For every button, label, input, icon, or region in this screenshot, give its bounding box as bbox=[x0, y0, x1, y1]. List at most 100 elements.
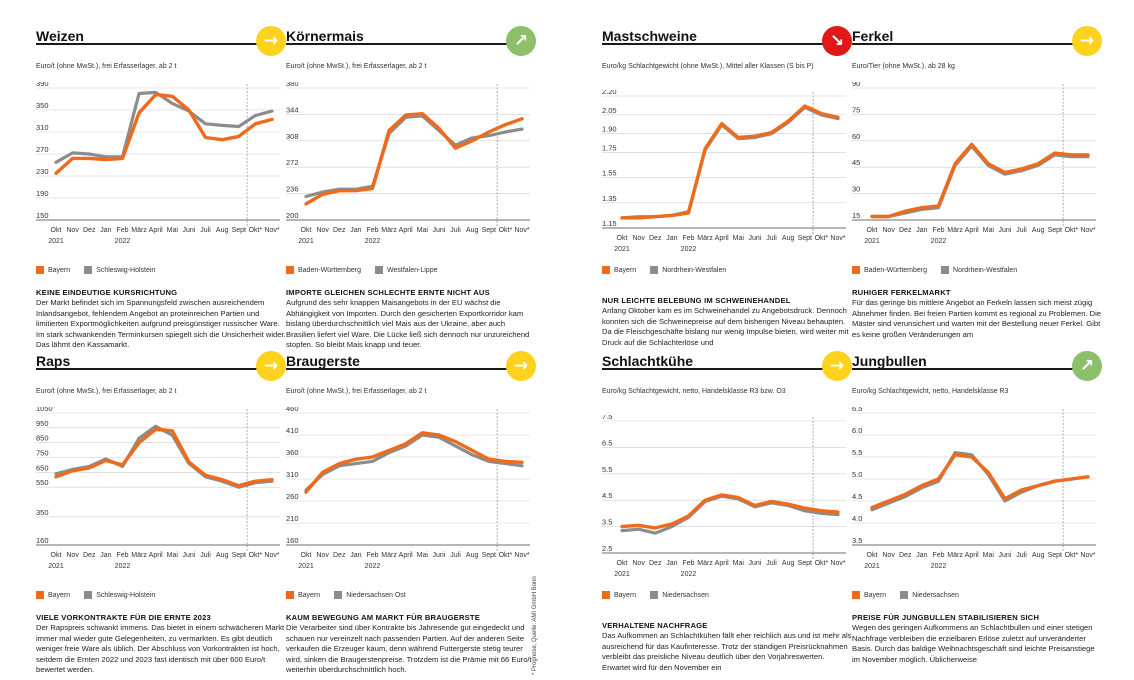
legend-label: Bayern bbox=[614, 266, 637, 274]
chart: 1.15 1.35 1.55 1.75 1.90 2.05 2.20 Okt Nov Dez Jan… bbox=[602, 90, 852, 264]
section-text: Der Rapspreis schwankt immens. Das biete… bbox=[36, 623, 285, 675]
x-tick-label: Jan bbox=[100, 227, 111, 234]
panel-mastschweine: Mastschweine ↘ Euro/kg Schlachtgewicht (oh… bbox=[602, 26, 852, 360]
x-tick-label: Nov bbox=[882, 227, 895, 234]
y-tick-label: 310 bbox=[286, 470, 299, 479]
x-tick-label: Sept bbox=[232, 552, 246, 559]
panel-header: Schlachtkühe → bbox=[602, 351, 852, 385]
x-tick-label: Aug bbox=[1032, 227, 1045, 234]
year-label: 2021 bbox=[48, 563, 64, 570]
legend-swatch bbox=[36, 266, 44, 274]
series-line-schleswig-holstein bbox=[54, 424, 274, 489]
series-line-bayern bbox=[870, 453, 1090, 510]
y-tick-label: 2.5 bbox=[602, 544, 612, 553]
legend-label: Bayern bbox=[614, 591, 637, 599]
x-tick-label: Aug bbox=[782, 560, 795, 567]
x-tick-label: April bbox=[715, 235, 729, 242]
x-tick-label: Juni bbox=[749, 560, 762, 567]
x-tick-label: Juni bbox=[433, 552, 446, 559]
x-tick-label: Nov* bbox=[830, 560, 845, 567]
y-tick-label: 6.0 bbox=[852, 426, 862, 435]
x-tick-label: Jan bbox=[916, 552, 927, 559]
y-tick-label: 4.5 bbox=[852, 492, 862, 501]
y-tick-label: 6.5 bbox=[852, 407, 862, 413]
panel-jungbullen: Jungbullen ↗ Euro/kg Schlachtgewicht, nett… bbox=[852, 351, 1102, 677]
legend-item: Bayern bbox=[36, 591, 70, 599]
x-tick-label: Nov* bbox=[264, 552, 279, 559]
x-tick-label: Juli bbox=[1016, 552, 1027, 559]
panel-header: Braugerste → bbox=[286, 351, 536, 385]
x-tick-label: März bbox=[697, 560, 713, 567]
x-tick-label: Nov bbox=[316, 227, 329, 234]
x-tick-label: Feb bbox=[932, 227, 944, 234]
y-tick-label: 3.5 bbox=[852, 536, 862, 545]
x-tick-label: Jan bbox=[916, 227, 927, 234]
x-tick-label: Jan bbox=[666, 235, 677, 242]
series-line-westfalen-lippe bbox=[304, 114, 524, 199]
x-tick-label: Nov* bbox=[1080, 227, 1095, 234]
chart: 160 210 260 310 360 410 460 Okt Nov Dez Jan Feb März… bbox=[286, 407, 536, 589]
x-tick-label: April bbox=[149, 552, 163, 559]
x-tick-label: Sept bbox=[1048, 227, 1062, 234]
x-tick-label: Okt bbox=[51, 227, 62, 234]
y-tick-label: 5.0 bbox=[852, 470, 862, 479]
x-tick-label: Mai bbox=[733, 235, 745, 242]
x-tick-label: Dez bbox=[333, 227, 346, 234]
series-line-bayern bbox=[620, 493, 840, 530]
legend-item: Bayern bbox=[602, 266, 636, 274]
panel-raps: Raps → Euro/t (ohne MwSt.), frei Erfasserl… bbox=[36, 351, 286, 677]
legend-label: Westfalen-Lippe bbox=[387, 266, 438, 274]
year-label: 2022 bbox=[681, 246, 697, 253]
x-tick-label: April bbox=[399, 227, 413, 234]
x-tick-label: Aug bbox=[216, 227, 229, 234]
y-tick-label: 236 bbox=[286, 185, 299, 194]
section-heading: RUHIGER FERKELMARKT bbox=[852, 288, 951, 297]
x-tick-label: Nov bbox=[632, 560, 645, 567]
section-heading: IMPORTE GLEICHEN SCHLECHTE ERNTE NICHT A… bbox=[286, 288, 490, 297]
trend-badge: ↘ bbox=[822, 26, 852, 56]
x-tick-label: März bbox=[131, 552, 147, 559]
x-tick-label: Okt bbox=[51, 552, 62, 559]
y-tick-label: 1.35 bbox=[602, 194, 617, 203]
x-tick-label: Aug bbox=[1032, 552, 1045, 559]
x-tick-label: Mai bbox=[983, 552, 995, 559]
y-tick-label: 7.5 bbox=[602, 415, 612, 421]
series-line-bayern bbox=[620, 104, 840, 220]
line-chart: 200 236 272 308 344 380 Okt Nov Dez Jan Feb März Apr… bbox=[286, 82, 530, 245]
legend-item: Westfalen-Lippe bbox=[375, 266, 438, 274]
year-label: 2022 bbox=[931, 238, 947, 245]
y-tick-label: 270 bbox=[36, 145, 49, 154]
year-label: 2021 bbox=[614, 571, 630, 578]
trend-badge: → bbox=[256, 351, 286, 381]
y-tick-label: 350 bbox=[36, 101, 49, 110]
x-tick-label: Okt* bbox=[815, 235, 829, 242]
y-tick-label: 75 bbox=[852, 105, 860, 114]
x-tick-label: Nov* bbox=[514, 227, 529, 234]
legend: Bayern Schleswig-Holstein bbox=[36, 264, 286, 276]
section-heading: PREISE FÜR JUNGBULLEN STABILISIEREN SICH bbox=[852, 613, 1040, 622]
section-text: Der Markt befindet sich im Spannungsfeld… bbox=[36, 298, 286, 350]
legend: Bayern Niedersachsen Ost bbox=[286, 589, 536, 601]
x-tick-label: Feb bbox=[682, 235, 694, 242]
y-tick-label: 410 bbox=[286, 426, 299, 435]
x-tick-label: Juni bbox=[183, 227, 196, 234]
y-tick-label: 360 bbox=[286, 448, 299, 457]
x-tick-label: Okt* bbox=[249, 227, 263, 234]
x-tick-label: Sept bbox=[798, 560, 812, 567]
legend-item: Bayern bbox=[286, 591, 320, 599]
x-tick-label: Mai bbox=[733, 560, 745, 567]
legend: Bayern Niedersachsen bbox=[852, 589, 1102, 601]
unit-label: Euro/t (ohne MwSt.), frei Erfasserlager,… bbox=[286, 388, 427, 395]
x-tick-label: Juni bbox=[999, 552, 1012, 559]
x-tick-label: Juli bbox=[766, 560, 777, 567]
y-tick-label: 1.75 bbox=[602, 144, 617, 153]
year-label: 2022 bbox=[115, 563, 131, 570]
series-line-niedersachsen-ost bbox=[304, 433, 524, 492]
panel-braugerste: Braugerste → Euro/t (ohne MwSt.), frei Erf… bbox=[286, 351, 536, 677]
x-tick-label: Nov* bbox=[1080, 552, 1095, 559]
legend-swatch bbox=[900, 591, 909, 599]
legend-label: Niedersachsen bbox=[662, 591, 709, 599]
legend-label: Bayern bbox=[48, 266, 71, 274]
x-tick-label: Juni bbox=[183, 552, 196, 559]
unit-label: Euro/kg Schlachtgewicht (ohne MwSt.), Mi… bbox=[602, 63, 814, 70]
